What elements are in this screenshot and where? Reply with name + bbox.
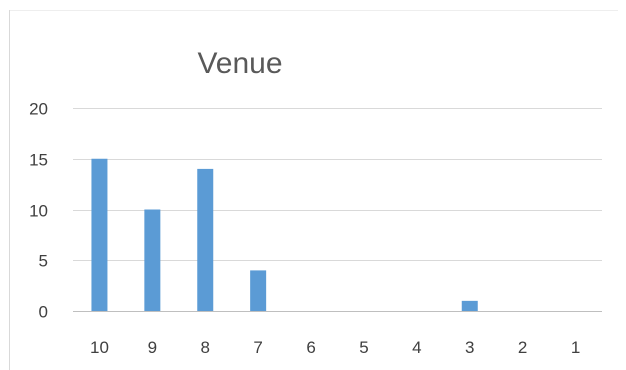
y-tick-label: 15	[29, 151, 48, 170]
x-tick-label: 4	[412, 338, 421, 357]
y-tick-label: 20	[29, 100, 48, 119]
bar-9	[144, 209, 161, 311]
bar-7	[250, 270, 267, 311]
chart-title: Venue	[197, 47, 282, 80]
bars	[91, 158, 478, 311]
bar-3	[461, 300, 478, 311]
x-tick-label: 3	[465, 338, 474, 357]
x-tick-label: 9	[148, 338, 157, 357]
y-tick-label: 5	[39, 252, 48, 271]
bar-8	[197, 168, 214, 311]
x-tick-label: 6	[306, 338, 315, 357]
x-tick-label: 5	[359, 338, 368, 357]
x-tick-label: 8	[201, 338, 210, 357]
y-tick-label: 0	[39, 303, 48, 322]
x-tick-label: 1	[571, 338, 580, 357]
y-tick-label: 10	[29, 202, 48, 221]
bar-10	[91, 158, 108, 311]
x-tick-label: 10	[90, 338, 109, 357]
gridlines	[73, 108, 602, 312]
x-axis-ticks: 10 9 8 7 6 5 4 3 2 1	[90, 338, 580, 357]
y-axis-ticks: 0 5 10 15 20	[29, 100, 48, 322]
x-tick-label: 2	[518, 338, 527, 357]
x-tick-label: 7	[253, 338, 262, 357]
